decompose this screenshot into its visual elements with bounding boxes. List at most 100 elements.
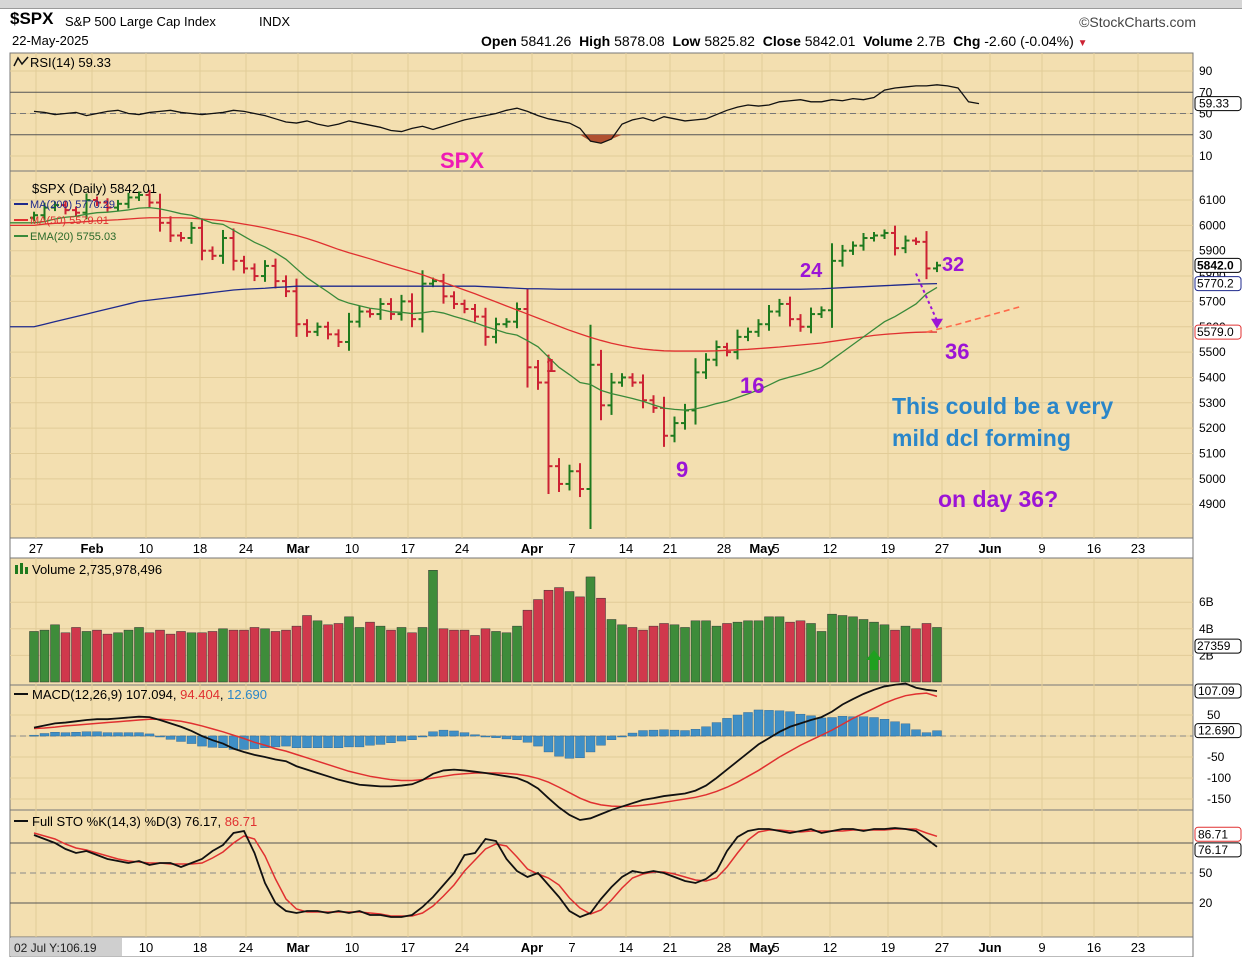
volume-bar bbox=[680, 627, 690, 683]
macd-histogram-bar bbox=[638, 730, 648, 737]
x-tick-label-top: Feb bbox=[80, 541, 103, 556]
x-tick-label-bottom: 17 bbox=[401, 940, 415, 955]
rsi-y-label: 10 bbox=[1199, 149, 1213, 163]
volume-bar bbox=[291, 625, 302, 683]
annotation-note-line3: on day 36? bbox=[938, 486, 1058, 512]
annotation-32: 32 bbox=[942, 254, 964, 276]
volume-bar bbox=[585, 576, 596, 683]
volume-bar bbox=[302, 615, 312, 683]
macd-histogram-bar bbox=[690, 729, 701, 737]
sto-k-line bbox=[33, 827, 938, 918]
ema20-line bbox=[10, 206, 938, 411]
volume-legend: Volume 2,735,978,496 bbox=[32, 562, 162, 577]
rsi-y-label: 90 bbox=[1199, 64, 1213, 78]
price-y-label: 5000 bbox=[1199, 472, 1226, 486]
volume-bar bbox=[690, 620, 701, 683]
macd-histogram-bar bbox=[774, 710, 785, 737]
projection-arrow-shaft bbox=[915, 273, 938, 322]
x-tick-label-top: Jun bbox=[978, 541, 1001, 556]
macd-y-label: 50 bbox=[1207, 708, 1221, 722]
sto-badge bbox=[1194, 842, 1242, 858]
volume-legend-icon bbox=[20, 563, 23, 574]
x-tick-label-top: 21 bbox=[663, 541, 677, 556]
x-tick-label-top: Apr bbox=[521, 541, 543, 556]
volume-bar bbox=[29, 631, 39, 683]
volume-bar bbox=[480, 628, 491, 683]
macd-histogram-bar bbox=[134, 732, 144, 737]
annotation-spx: SPX bbox=[440, 148, 484, 173]
volume-bar bbox=[669, 624, 680, 683]
price-y-label: 5300 bbox=[1199, 396, 1226, 410]
volume-bar bbox=[396, 627, 407, 683]
macd-histogram-bar bbox=[396, 735, 407, 742]
sto-badge-label: 86.71 bbox=[1198, 827, 1228, 841]
volume-bar bbox=[365, 621, 375, 683]
rsi-legend: RSI(14) 59.33 bbox=[30, 55, 111, 70]
volume-bar bbox=[186, 632, 197, 683]
macd-histogram-bar bbox=[743, 712, 753, 737]
volume-bar bbox=[491, 631, 501, 683]
macd-y-label: -50 bbox=[1207, 750, 1225, 764]
macd-plot bbox=[10, 682, 1193, 821]
volume-bar bbox=[375, 625, 386, 683]
volume-bar bbox=[470, 635, 480, 683]
price-y-label: 5400 bbox=[1199, 370, 1226, 384]
volume-bar bbox=[60, 632, 71, 683]
x-tick-label-top: 10 bbox=[139, 541, 153, 556]
macd-histogram-bar bbox=[344, 735, 354, 748]
x-tick-label-bottom: 10 bbox=[345, 940, 359, 955]
copyright-icon: © bbox=[1079, 14, 1090, 30]
x-tick-label-bottom: 27 bbox=[935, 940, 949, 955]
volume-bar bbox=[144, 632, 155, 683]
volume-bar bbox=[774, 616, 785, 683]
macd-histogram-bar bbox=[50, 732, 60, 737]
volume-bar bbox=[249, 627, 260, 683]
volume-bar bbox=[900, 625, 911, 683]
volume-last-label: 27359 bbox=[1197, 639, 1231, 653]
macd-histogram-bar bbox=[312, 735, 323, 748]
x-tick-label-bottom: Jun bbox=[978, 940, 1001, 955]
volume-y-label: 6B bbox=[1199, 595, 1214, 609]
price-legend-ma50: MA(50) 5579.01 bbox=[30, 215, 109, 227]
macd-histogram-bar bbox=[386, 735, 396, 743]
x-tick-label-bottom: 21 bbox=[663, 940, 677, 955]
exchange-label: INDX bbox=[259, 14, 291, 29]
volume-bar bbox=[165, 633, 176, 683]
macd-line bbox=[33, 682, 938, 821]
x-axis-strip-top bbox=[9, 537, 1194, 559]
volume-bar bbox=[911, 628, 921, 683]
volume-bar bbox=[134, 627, 144, 683]
stockcharts-brand[interactable]: ©StockCharts.com bbox=[1079, 14, 1196, 30]
macd-histogram-bar bbox=[732, 714, 743, 737]
macd-histogram-bar bbox=[302, 735, 312, 748]
volume-bar bbox=[344, 616, 354, 683]
x-tick-label-top: Mar bbox=[286, 541, 309, 556]
price-legend-ma200: MA(200) 5770.29 bbox=[30, 199, 115, 211]
volume-bar bbox=[449, 629, 459, 683]
sto-badge bbox=[1194, 826, 1242, 842]
volume-bar bbox=[648, 625, 659, 683]
macd-histogram-bar bbox=[438, 729, 449, 737]
volume-bar bbox=[890, 629, 900, 683]
macd-histogram-bar bbox=[921, 732, 932, 737]
sto-d-line bbox=[33, 828, 938, 917]
macd-histogram-bar bbox=[365, 735, 375, 746]
macd-histogram-bar bbox=[543, 735, 554, 753]
volume-bar bbox=[102, 633, 113, 683]
macd-histogram-bar bbox=[60, 732, 71, 737]
macd-histogram-bar bbox=[39, 733, 50, 737]
volume-legend-icon bbox=[25, 567, 28, 574]
macd-histogram-bar bbox=[354, 735, 365, 748]
macd-histogram-bar bbox=[806, 715, 816, 737]
volume-bar bbox=[543, 589, 554, 683]
volume-y-label: 4B bbox=[1199, 622, 1214, 636]
macd-histogram-bar bbox=[669, 729, 680, 737]
price-legend-main: $SPX (Daily) 5842.01 bbox=[32, 181, 157, 196]
x-tick-label-top: 24 bbox=[239, 541, 253, 556]
volume-bar bbox=[50, 624, 60, 683]
macd-histogram-bar bbox=[81, 731, 92, 737]
macd-histogram-bar bbox=[155, 735, 165, 738]
price-y-label: 5200 bbox=[1199, 421, 1226, 435]
volume-bar bbox=[764, 616, 774, 683]
macd-histogram-bar bbox=[186, 735, 197, 744]
